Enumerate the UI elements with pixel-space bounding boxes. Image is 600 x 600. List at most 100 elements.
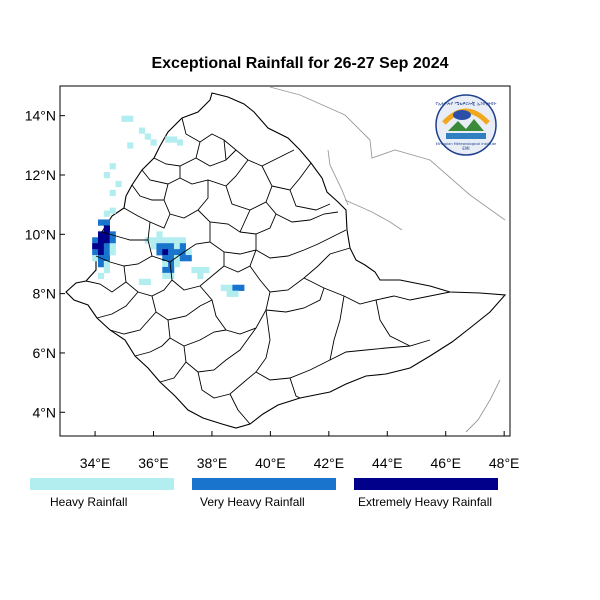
rainfall-cell (127, 142, 134, 149)
rainfall-cell (144, 133, 151, 140)
logo-amharic-text: የኢትዮጵያ ሜቴዎሮሎጂ ኢንስቲትዩት (436, 102, 497, 107)
x-tick-label: 34°E (80, 455, 111, 471)
y-tick-label: 6°N (33, 345, 57, 361)
y-tick-label: 12°N (25, 167, 56, 183)
rainfall-cell (150, 237, 157, 244)
rainfall-cell (127, 115, 134, 122)
rainfall-cell (109, 231, 116, 238)
rainfall-cell (203, 266, 210, 274)
rainfall-cell (232, 284, 239, 291)
rainfall-cell (173, 243, 181, 250)
rainfall-cell (156, 237, 163, 244)
neighbor-boundaries (269, 86, 506, 433)
rainfall-cell (109, 243, 116, 250)
rainfall-cell (162, 255, 169, 262)
rainfall-cell (103, 249, 110, 256)
y-tick-label: 14°N (25, 108, 56, 124)
map-title: Exceptional Rainfall for 26-27 Sep 2024 (151, 55, 449, 72)
rainfall-cell (162, 261, 169, 268)
legend-label-heavy: Heavy Rainfall (50, 495, 128, 509)
x-tick-label: 44°E (372, 455, 403, 471)
rainfall-cell (226, 290, 233, 297)
x-tick-label: 48°E (489, 455, 520, 471)
admin-boundaries (85, 117, 451, 425)
rainfall-cell (103, 261, 110, 268)
rainfall-cell (197, 266, 204, 274)
rainfall-cell (168, 261, 175, 268)
y-tick-label: 8°N (33, 286, 57, 302)
rainfall-cell (103, 210, 110, 217)
rainfall-cell (173, 261, 181, 268)
rainfall-cell (173, 255, 181, 262)
rainfall-cell (97, 261, 105, 268)
rainfall-cell (191, 266, 198, 274)
x-tick-label: 38°E (197, 455, 228, 471)
rainfall-cell (92, 243, 99, 250)
rainfall-cell (103, 225, 110, 232)
legend-label-extremely-heavy: Extremely Heavy Rainfall (358, 495, 493, 509)
logo-abbrev-text: EMI (462, 146, 469, 151)
rainfall-cell (138, 127, 146, 134)
axis-ticks (60, 115, 505, 436)
rainfall-cell (97, 219, 105, 226)
rainfall-cell (97, 249, 105, 256)
rainfall-cell (97, 243, 105, 250)
rainfall-cell (173, 249, 181, 256)
rainfall-cell (179, 237, 186, 244)
rainfall-cell (103, 266, 110, 274)
axis-tick-labels: 34°E 36°E 38°E 40°E 42°E 44°E 46°E 48°E 14°N 12°N… (25, 108, 520, 471)
rainfall-cell (173, 237, 181, 244)
rainfall-cell (179, 243, 186, 250)
rainfall-cell (103, 255, 110, 262)
y-tick-label: 10°N (25, 226, 56, 242)
institute-logo: የኢትዮጵያ ሜቴዎሮሎጂ ኢንስቲትዩት Ethiopian Meteorol… (435, 94, 497, 156)
rainfall-cell (97, 237, 105, 244)
rainfall-cell (156, 243, 163, 250)
rainfall-cell (109, 163, 116, 170)
rainfall-cell (92, 255, 99, 262)
rainfall-cell (138, 278, 146, 286)
rainfall-cell (168, 249, 175, 256)
rainfall-cell (162, 237, 169, 244)
rainfall-cell (162, 266, 169, 274)
rainfall-cell (168, 243, 175, 250)
rainfall-cell (238, 284, 245, 291)
rainfall-cell (162, 243, 169, 250)
rainfall-cell (185, 255, 192, 262)
rainfall-cell (168, 237, 175, 244)
rainfall-cell (103, 219, 110, 226)
x-tick-label: 42°E (314, 455, 345, 471)
x-tick-label: 40°E (255, 455, 286, 471)
legend-swatch-very-heavy (192, 478, 336, 490)
rainfall-cell (103, 237, 110, 244)
rainfall-cell (121, 115, 128, 122)
rainfall-cell (115, 180, 122, 188)
rainfall-cell (171, 136, 178, 143)
rainfall-cell (109, 249, 116, 256)
x-tick-label: 46°E (430, 455, 461, 471)
y-tick-label: 4°N (33, 404, 57, 420)
rainfall-cell (109, 189, 116, 197)
rainfall-cells (92, 115, 245, 297)
rainfall-cell (103, 231, 110, 238)
x-tick-label: 36°E (138, 455, 169, 471)
rainfall-cell (226, 284, 233, 291)
rainfall-cell (109, 237, 116, 244)
rainfall-cell (97, 272, 105, 280)
rainfall-cell (162, 272, 169, 280)
rainfall-cell (168, 255, 175, 262)
legend-swatch-extremely-heavy (354, 478, 498, 490)
rainfall-cell (150, 139, 157, 146)
rainfall-cell (162, 249, 169, 256)
rainfall-cell (144, 278, 151, 286)
rainfall-cell (103, 243, 110, 250)
rainfall-cell (97, 231, 105, 238)
legend-label-very-heavy: Very Heavy Rainfall (200, 495, 305, 509)
rainfall-cell (92, 249, 99, 256)
rainfall-cell (156, 249, 163, 256)
rainfall-cell (150, 243, 157, 250)
rainfall-cell (165, 136, 172, 143)
legend-swatch-heavy (30, 478, 174, 490)
rainfall-cell (179, 255, 186, 262)
